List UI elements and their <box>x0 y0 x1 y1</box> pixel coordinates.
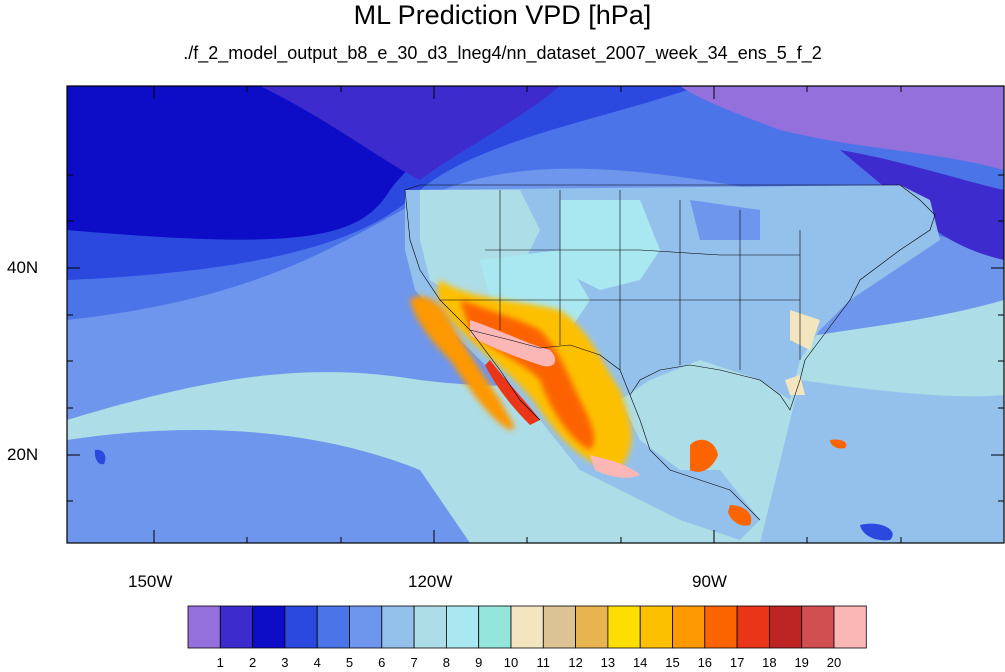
colorbar-box <box>349 605 383 649</box>
colorbar-box <box>478 605 512 649</box>
x-ticks <box>153 86 902 543</box>
colorbar-box <box>672 605 706 649</box>
colorbar-box <box>736 605 770 649</box>
y-ticks <box>67 174 1004 502</box>
colorbar-label: 14 <box>632 655 648 670</box>
colorbar-box <box>704 605 738 649</box>
colorbar-label: 13 <box>600 655 616 670</box>
colorbar-label: 20 <box>826 655 842 670</box>
colorbar-label: 19 <box>794 655 809 670</box>
colorbar-label: 15 <box>665 655 680 670</box>
map-field <box>67 86 1004 543</box>
colorbar-box <box>542 605 576 649</box>
y-tick-label-40n: 40N <box>7 258 39 277</box>
colorbar-label: 9 <box>475 655 483 670</box>
colorbar-box <box>445 605 480 649</box>
land-field <box>94 185 940 541</box>
colorbar-label: 3 <box>281 655 289 670</box>
colorbar-box <box>284 605 318 649</box>
colorbar-label: 4 <box>313 655 321 670</box>
y-tick-label-20n: 20N <box>7 445 39 464</box>
colorbar-label: 2 <box>248 655 257 670</box>
map-title: ML Prediction VPD [hPa] <box>353 0 652 30</box>
colorbar-box <box>316 605 350 649</box>
colorbar-label: 16 <box>697 655 713 670</box>
colorbar-label: 12 <box>568 655 583 670</box>
colorbar-box <box>769 605 803 649</box>
colorbar-label: 5 <box>345 655 354 670</box>
colorbar-box <box>187 605 221 649</box>
colorbar-box <box>639 605 673 649</box>
colorbar-label: 1 <box>216 655 224 670</box>
x-tick-label-120w: 120W <box>408 572 453 591</box>
colorbar-box <box>833 605 867 649</box>
colorbar-box <box>575 605 609 649</box>
colorbar-box <box>252 605 286 649</box>
colorbar-label: 8 <box>442 655 450 670</box>
colorbar-label: 11 <box>536 655 551 670</box>
colorbar-label: 7 <box>410 655 418 670</box>
colorbar-label: 6 <box>378 655 386 670</box>
x-tick-label-90w: 90W <box>692 572 727 591</box>
colorbar-label: 10 <box>503 655 519 670</box>
colorbar-label: 17 <box>729 655 745 670</box>
colorbar <box>187 605 867 649</box>
colorbar-box <box>801 605 835 649</box>
colorbar-label: 18 <box>762 655 777 670</box>
colorbar-box <box>607 605 641 649</box>
map-subtitle: ./f_2_model_output_b8_e_30_d3_lneg4/nn_d… <box>183 43 822 63</box>
x-tick-label-150w: 150W <box>128 572 173 591</box>
colorbar-box <box>413 605 447 649</box>
colorbar-box <box>219 605 254 649</box>
colorbar-box <box>510 605 544 649</box>
colorbar-box <box>381 605 415 649</box>
boundaries <box>404 184 936 521</box>
